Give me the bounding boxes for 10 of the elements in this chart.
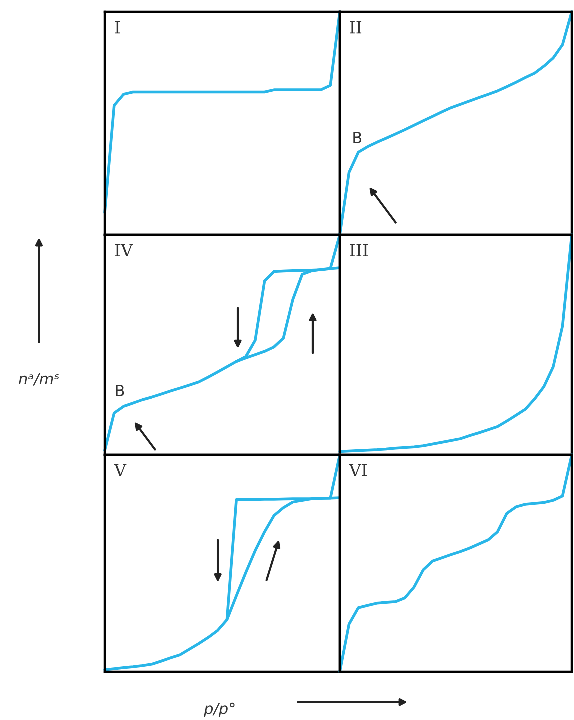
x-axis-title: p/p° [204, 702, 235, 718]
chart-title: I [115, 21, 120, 34]
chart-title: VI [349, 464, 367, 476]
y-axis-title: nᵃ/mˢ [19, 373, 60, 386]
annotation: B [354, 132, 362, 144]
chart-title: IV [115, 244, 134, 256]
chart-title: II [350, 21, 362, 34]
chart-title: V [114, 464, 127, 476]
chart-title: III [350, 244, 368, 256]
annotation: B [116, 385, 124, 396]
